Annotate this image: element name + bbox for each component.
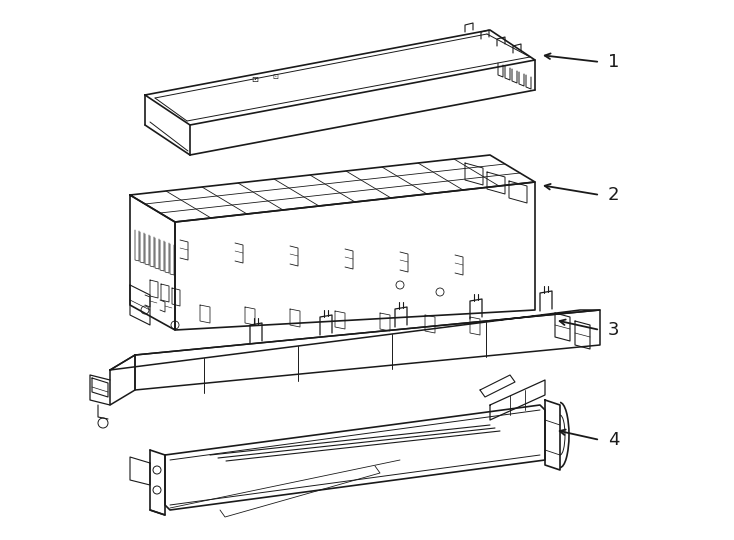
Text: 4: 4 xyxy=(608,431,619,449)
Text: 3: 3 xyxy=(608,321,619,339)
Text: 2: 2 xyxy=(608,186,619,204)
Text: ⊡: ⊡ xyxy=(252,76,258,84)
Text: 1: 1 xyxy=(608,53,619,71)
Text: ⊡: ⊡ xyxy=(272,74,278,80)
